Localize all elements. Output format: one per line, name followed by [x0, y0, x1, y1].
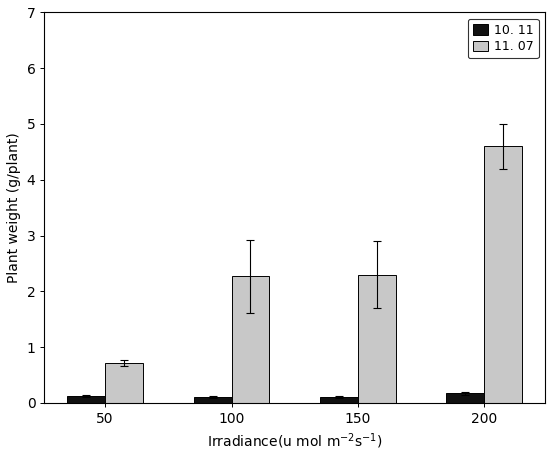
Bar — [67, 396, 105, 403]
Bar — [447, 393, 484, 403]
Bar — [320, 397, 358, 403]
Y-axis label: Plant weight (g/plant): Plant weight (g/plant) — [7, 132, 21, 283]
Bar — [484, 146, 522, 403]
Legend: 10. 11, 11. 07: 10. 11, 11. 07 — [468, 19, 539, 59]
Bar — [105, 363, 143, 403]
Bar — [358, 275, 396, 403]
Bar — [194, 397, 231, 403]
X-axis label: Irradiance(u mol m$^{-2}$s$^{-1}$): Irradiance(u mol m$^{-2}$s$^{-1}$) — [207, 431, 383, 451]
Bar — [231, 276, 269, 403]
